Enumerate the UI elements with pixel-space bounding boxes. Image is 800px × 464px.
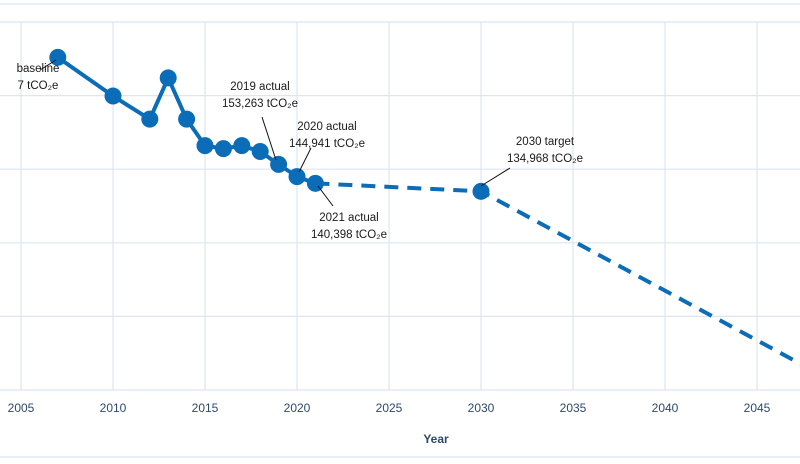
- data-point: [214, 140, 232, 158]
- annotation-leader-line: [480, 167, 511, 187]
- annotation-title: 2020 actual: [297, 121, 356, 133]
- data-point: [178, 110, 196, 128]
- annotation-value: 140,398 tCO₂e: [311, 229, 387, 241]
- x-axis-label: Year: [423, 432, 449, 446]
- gridlines: [0, 21, 800, 391]
- annotation-leader-line: [39, 59, 57, 71]
- x-tick-label: 2025: [376, 401, 403, 415]
- data-point: [233, 137, 251, 155]
- annotation-title: 2019 actual: [230, 81, 289, 93]
- x-tick-label: 2005: [8, 401, 35, 415]
- x-tick-label: 2020: [284, 401, 311, 415]
- data-point: [159, 69, 177, 87]
- annotations: baseline 7 tCO₂e 2019 actual 153,263 tCO₂e 2…: [17, 59, 583, 241]
- annotation-value: 144,941 tCO₂e: [289, 138, 365, 150]
- data-point: [141, 110, 159, 128]
- data-point: [104, 87, 122, 105]
- target-pathway-line: [315, 181, 800, 366]
- series: [49, 48, 800, 366]
- annotation-title: baseline: [17, 63, 60, 75]
- data-point: [270, 155, 288, 173]
- annotation-leader-line: [317, 185, 334, 207]
- x-tick-label: 2035: [560, 401, 587, 415]
- annotation-value: 7 tCO₂e: [18, 80, 59, 92]
- x-tick-label: 2010: [100, 401, 127, 415]
- annotation-title: 2021 actual: [319, 212, 378, 224]
- data-point: [251, 143, 269, 161]
- annotation-leader-line: [261, 116, 277, 161]
- data-point: [288, 168, 306, 186]
- x-tick-label: 2040: [652, 401, 679, 415]
- data-point: [196, 137, 214, 155]
- annotation-title: 2030 target: [516, 136, 575, 148]
- x-tick-label: 2030: [468, 401, 495, 415]
- x-tick-labels: 2005 2010 2015 2020 2025 2030 2035 2040 2045: [8, 401, 771, 415]
- x-tick-label: 2015: [192, 401, 219, 415]
- annotation-value: 134,968 tCO₂e: [507, 153, 583, 165]
- annotation-value: 153,263 tCO₂e: [222, 98, 298, 110]
- x-tick-label: 2045: [744, 401, 771, 415]
- annotation-leader-line: [298, 147, 312, 173]
- target-2030-point: [472, 182, 490, 200]
